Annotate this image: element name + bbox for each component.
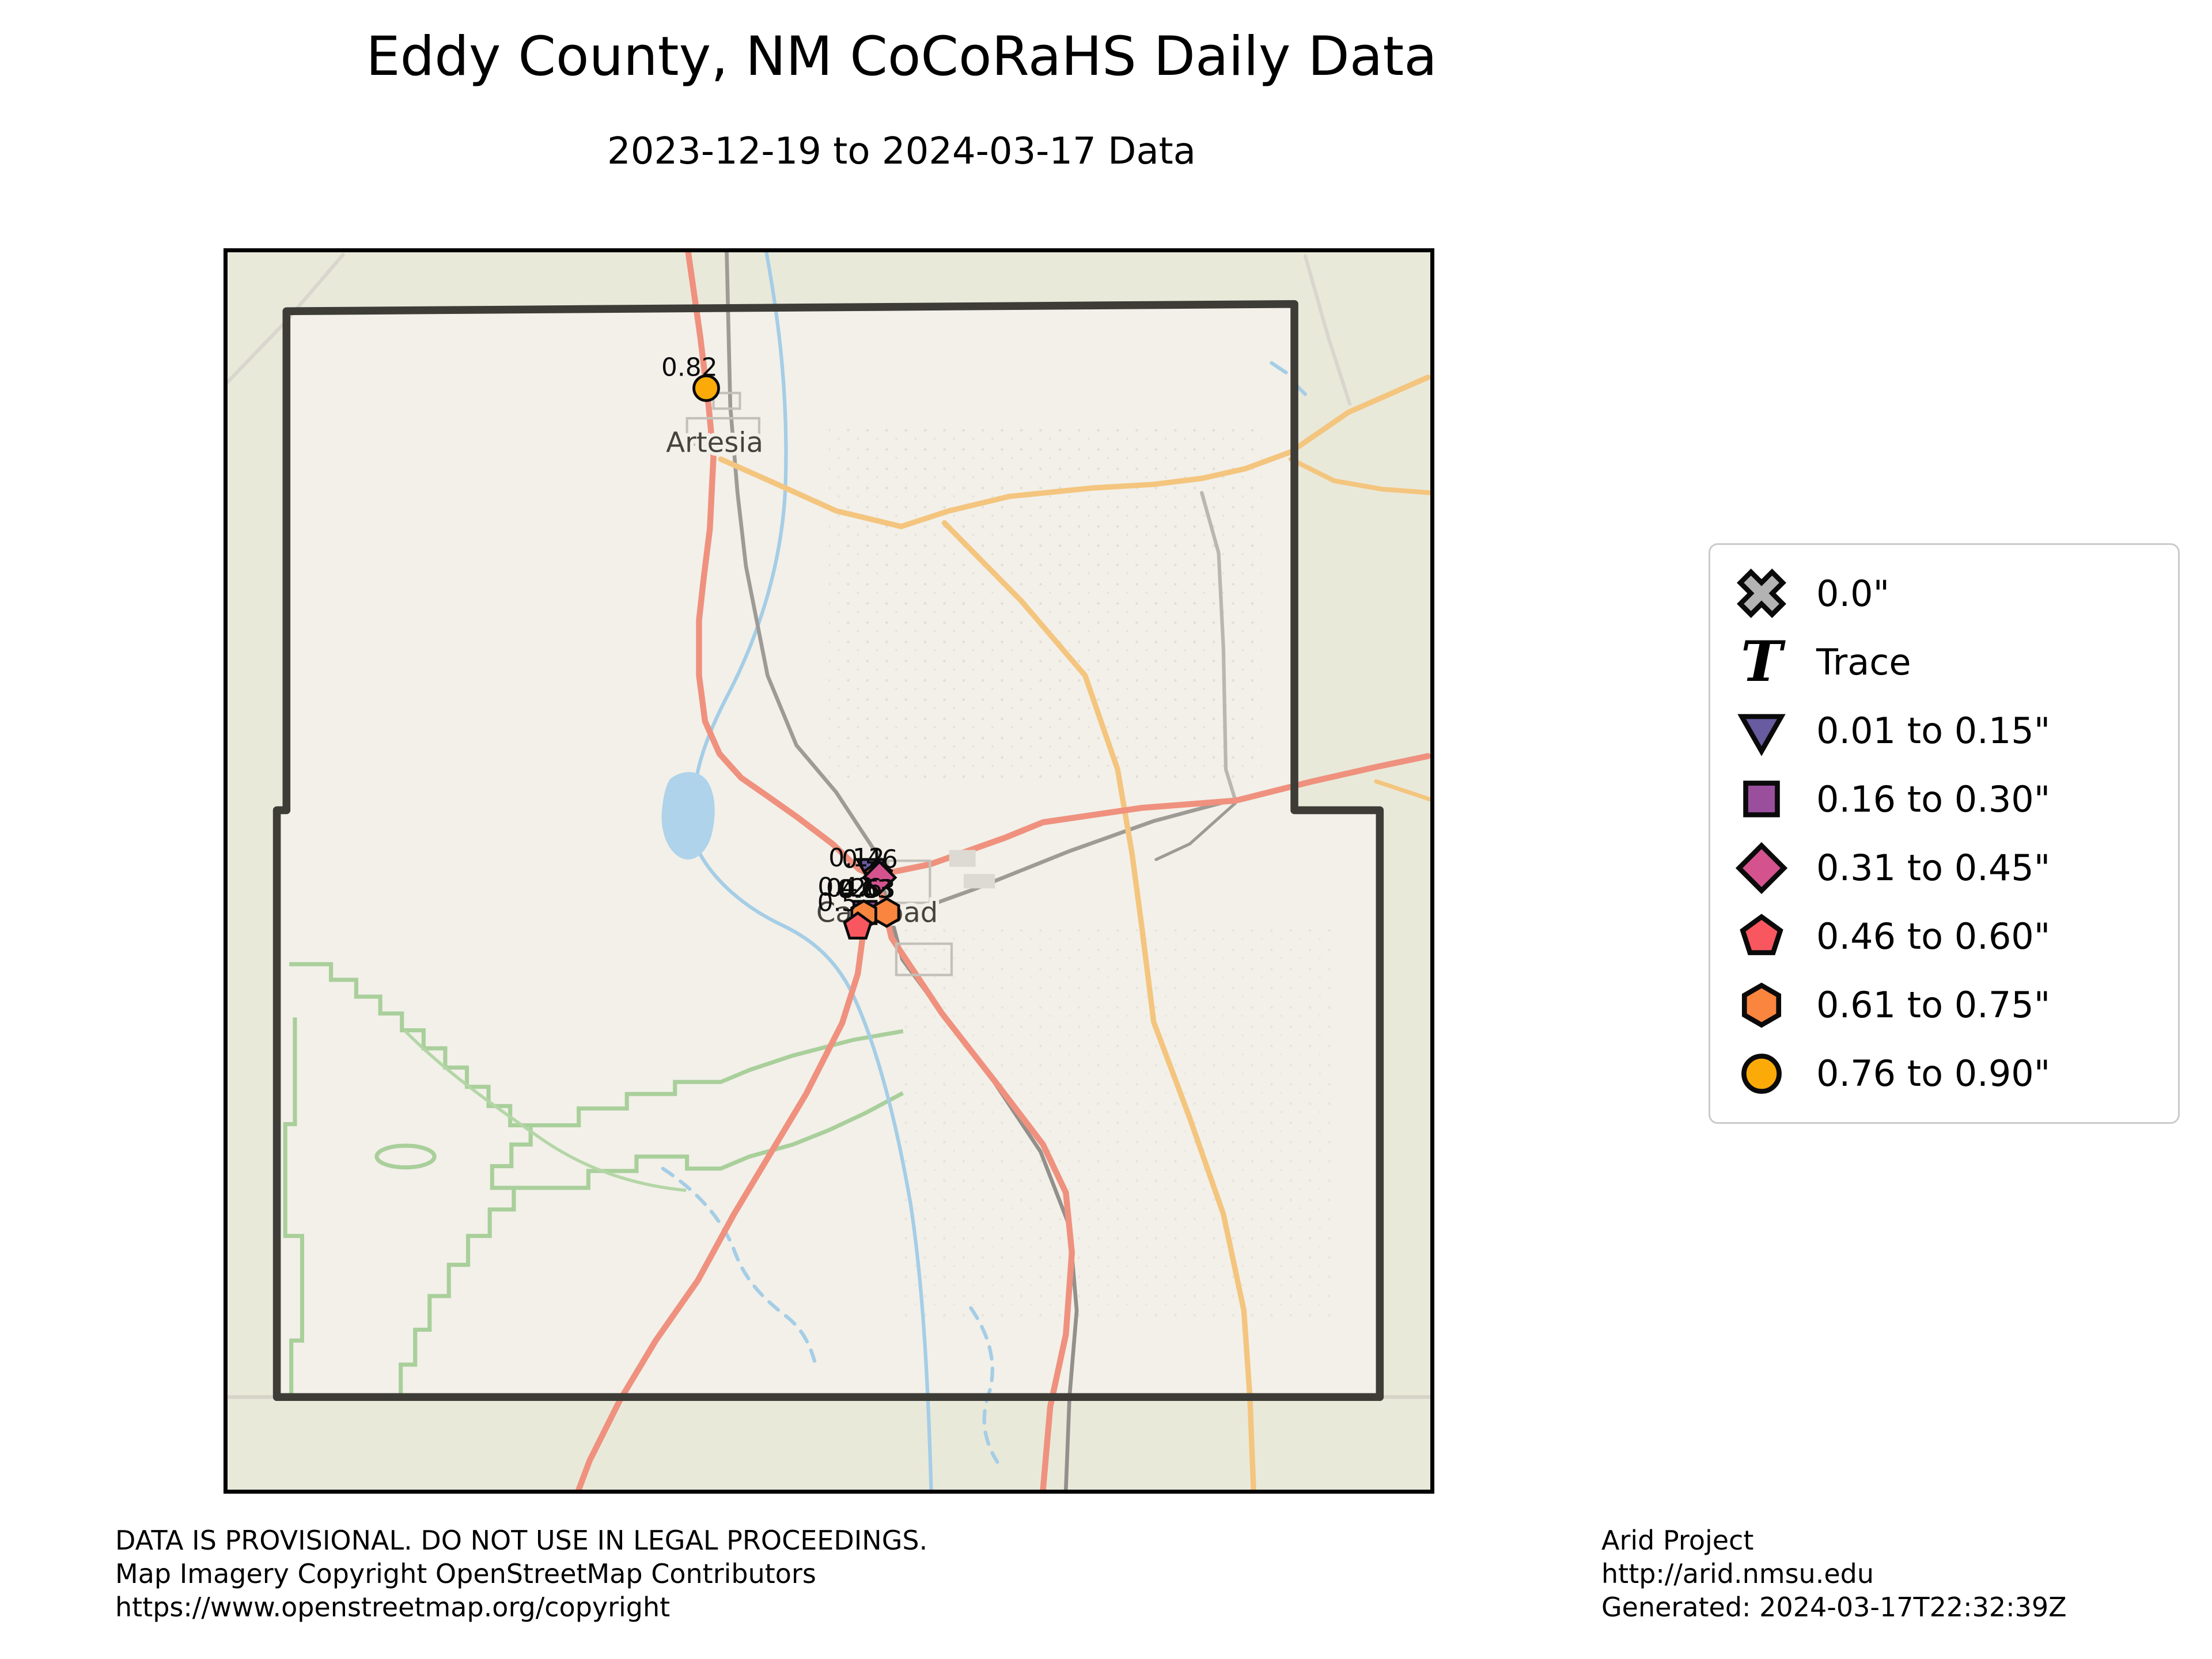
station-marker <box>873 897 900 928</box>
station-value-label: 0.82 <box>661 353 718 382</box>
square-marker-icon <box>1730 771 1793 827</box>
legend-item: T Trace <box>1730 628 2158 695</box>
legend-label: 0.46 to 0.60" <box>1816 915 2051 958</box>
footnote-line: Map Imagery Copyright OpenStreetMap Cont… <box>115 1558 816 1589</box>
legend: 0.0" T Trace 0.01 to 0.15" 0.16 to 0.30" 0.31… <box>1709 543 2180 1124</box>
oilfield-speckle <box>901 925 1334 1323</box>
station-value-label: 0.5 <box>817 888 858 917</box>
legend-label: 0.01 to 0.15" <box>1816 709 2051 752</box>
station-value-label: 0.63 <box>837 874 893 904</box>
map-canvas: ArtesiaCarlsbad0.820.120.460.420.260.630… <box>228 252 1430 1490</box>
footnote-left: DATA IS PROVISIONAL. DO NOT USE IN LEGAL… <box>115 1524 927 1624</box>
figure-subtitle: 2023-12-19 to 2024-03-17 Data <box>607 130 1196 173</box>
rivers <box>661 252 1307 1490</box>
legend-item: 0.46 to 0.60" <box>1730 903 2158 970</box>
x-marker-icon <box>1730 566 1793 621</box>
station-value-label: 0.26 <box>826 873 882 903</box>
figure-title: Eddy County, NM CoCoRaHS Daily Data <box>366 25 1437 88</box>
oilfield-speckle <box>829 421 1262 782</box>
footnote-line: DATA IS PROVISIONAL. DO NOT USE IN LEGAL… <box>115 1525 928 1556</box>
station-value-label: 0.63 <box>839 874 896 904</box>
footnote-line: http://arid.nmsu.edu <box>1601 1558 1874 1589</box>
stations-layer: ArtesiaCarlsbad0.820.120.460.420.260.630… <box>661 353 941 940</box>
footnote-line: https://www.openstreetmap.org/copyright <box>115 1591 671 1623</box>
legend-item: 0.31 to 0.45" <box>1730 835 2158 902</box>
park-boundaries <box>283 962 904 1399</box>
legend-label: Trace <box>1816 641 1911 683</box>
legend-label: 0.16 to 0.30" <box>1816 778 2051 820</box>
footnote-line: Generated: 2024-03-17T22:32:39Z <box>1601 1591 2067 1623</box>
legend-label: 0.31 to 0.45" <box>1816 847 2051 889</box>
legend-item: 0.16 to 0.30" <box>1730 766 2158 832</box>
diamond-marker-icon <box>1730 840 1793 896</box>
legend-item: 0.61 to 0.75" <box>1730 972 2158 1039</box>
trace-marker-icon: T <box>1730 634 1793 690</box>
county-boundary <box>272 300 1384 1402</box>
city-label: Artesia <box>666 427 763 459</box>
brantley-lake <box>661 772 715 860</box>
station-marker <box>692 374 720 402</box>
circle-marker-icon <box>1730 1046 1793 1101</box>
legend-item: 0.0" <box>1730 560 2158 627</box>
city-label: Carlsbad <box>816 897 938 929</box>
svg-text:T: T <box>1741 634 1786 690</box>
station-marker <box>843 911 873 940</box>
legend-item: 0.01 to 0.15" <box>1730 697 2158 764</box>
triangle-marker-icon <box>1730 703 1793 758</box>
legend-label: 0.76 to 0.90" <box>1816 1052 2051 1095</box>
legend-item: 0.76 to 0.90" <box>1730 1040 2158 1107</box>
station-marker <box>861 859 897 896</box>
pentagon-marker-icon <box>1730 909 1793 964</box>
footnote-line: Arid Project <box>1601 1525 1754 1556</box>
legend-label: 0.0" <box>1816 572 1890 615</box>
county-map: ArtesiaCarlsbad0.820.120.460.420.260.630… <box>224 248 1434 1494</box>
hexagon-marker-icon <box>1730 978 1793 1033</box>
station-value-label: 0.42 <box>817 872 874 902</box>
footnote-right: Arid Project http://arid.nmsu.edu Genera… <box>1601 1524 2067 1624</box>
legend-label: 0.61 to 0.75" <box>1816 984 2051 1027</box>
